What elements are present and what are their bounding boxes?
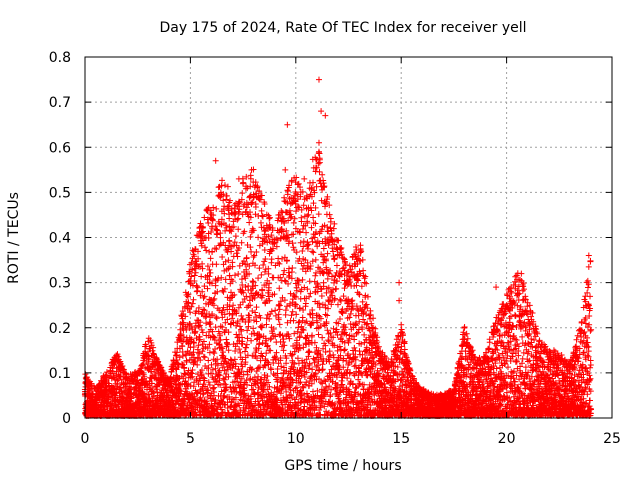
data-point [137,365,144,372]
data-point [147,384,154,391]
data-point [141,373,148,380]
data-points [81,76,595,419]
data-point [117,372,124,379]
data-point [127,398,134,405]
data-point [128,394,135,401]
data-point [102,372,109,379]
data-point [139,361,146,368]
data-point [146,353,153,360]
data-point [132,384,139,391]
data-point [150,344,157,351]
data-point [147,337,154,344]
data-point [149,347,156,354]
data-point [140,390,147,397]
data-point [110,373,117,380]
data-point [145,348,152,355]
data-point [114,381,121,388]
grid [85,57,612,418]
data-point [121,389,128,396]
data-point [148,380,155,387]
data-point [103,369,110,376]
data-point [153,355,160,362]
data-point [119,363,126,370]
data-point [116,373,123,380]
data-point [111,360,118,367]
data-point [143,343,150,350]
data-point [145,391,152,398]
data-point [114,351,121,358]
data-point [117,384,124,391]
data-point [106,382,113,389]
data-point [116,359,123,366]
data-point [150,390,157,397]
